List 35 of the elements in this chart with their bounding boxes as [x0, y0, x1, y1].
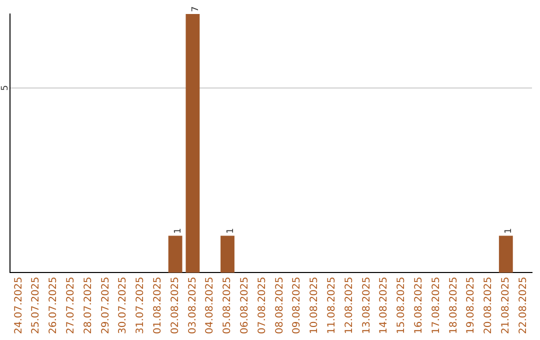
x-tick-label: 18.08.2025 — [448, 276, 460, 334]
x-tick-label: 30.07.2025 — [118, 276, 129, 334]
x-tick-label: 31.07.2025 — [135, 276, 146, 334]
x-tick-label: 02.08.2025 — [170, 276, 181, 334]
x-tick-label: 29.07.2025 — [100, 276, 112, 334]
data-label: 1 — [226, 228, 236, 234]
x-tick-label: 21.08.2025 — [500, 276, 512, 334]
x-tick-label: 01.08.2025 — [152, 276, 164, 334]
x-tick-label: 12.08.2025 — [344, 276, 355, 334]
x-tick-label: 24.07.2025 — [13, 276, 24, 334]
x-tick-label: 13.08.2025 — [361, 276, 372, 334]
x-tick-label: 28.07.2025 — [82, 276, 94, 334]
data-label: 1 — [504, 228, 514, 234]
x-tick-label: 07.08.2025 — [256, 276, 268, 334]
x-tick-label: 26.07.2025 — [48, 276, 60, 334]
x-tick-label: 05.08.2025 — [222, 276, 234, 334]
x-tick-label: 17.08.2025 — [430, 276, 442, 334]
data-label: 1 — [174, 228, 184, 234]
x-tick-label: 06.08.2025 — [239, 276, 250, 334]
x-tick-label: 14.08.2025 — [378, 276, 390, 334]
x-tick-label: 19.08.2025 — [466, 276, 477, 334]
x-tick-label: 04.08.2025 — [204, 276, 216, 334]
x-tick-label: 25.07.2025 — [30, 276, 42, 334]
y-tick-label: 5 — [0, 85, 10, 91]
data-label: 7 — [191, 6, 202, 12]
x-tick-label: 09.08.2025 — [292, 276, 303, 334]
x-tick-label: 27.07.2025 — [65, 276, 76, 334]
x-tick-label: 08.08.2025 — [274, 276, 286, 334]
x-tick-label: 16.08.2025 — [413, 276, 424, 334]
x-tick-label: 03.08.2025 — [187, 276, 198, 334]
x-tick-label: 15.08.2025 — [396, 276, 408, 334]
x-tick-label: 22.08.2025 — [518, 276, 529, 334]
x-tick-label: 10.08.2025 — [309, 276, 320, 334]
x-tick-label: 20.08.2025 — [483, 276, 494, 334]
x-tick-label: 11.08.2025 — [326, 276, 338, 334]
